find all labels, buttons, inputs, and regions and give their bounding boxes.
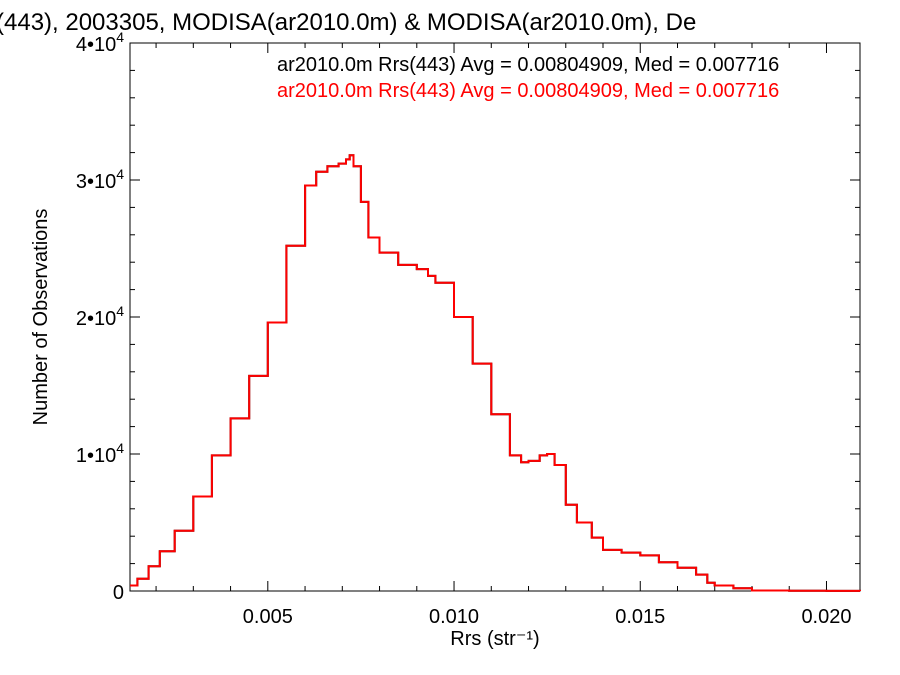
x-axis-label: Rrs (str⁻¹) [450,628,539,650]
series-layer [130,154,861,592]
x-tick-label: 0.010 [429,606,479,628]
x-tick-label: 0.005 [243,606,293,628]
x-axis-ticks: 0.005 0.010 0.015 0.020 [155,43,852,628]
x-tick-label: 0.015 [615,606,665,628]
plot-frame [129,42,861,592]
y-tick-label: 0 [113,582,124,604]
series-line-1 [130,154,861,592]
legend-entry-2: ar2010.0m Rrs(443) Avg = 0.00804909, Med… [277,80,779,102]
chart-title: (443), 2003305, MODISA(ar2010.0m) & MODI… [0,9,696,36]
x-tick-label: 0.020 [801,606,851,628]
y-axis-ticks: 0 1•104 2•104 3•104 4•104 [76,29,860,604]
legend-entry-1: ar2010.0m Rrs(443) Avg = 0.00804909, Med… [277,54,779,76]
y-tick-label: 3•104 [76,166,124,193]
y-axis-label: Number of Observations [30,209,52,426]
series-line-2 [130,154,861,592]
y-tick-label: 4•104 [76,29,124,56]
y-tick-label: 2•104 [76,303,124,330]
y-tick-label: 1•104 [76,440,124,467]
